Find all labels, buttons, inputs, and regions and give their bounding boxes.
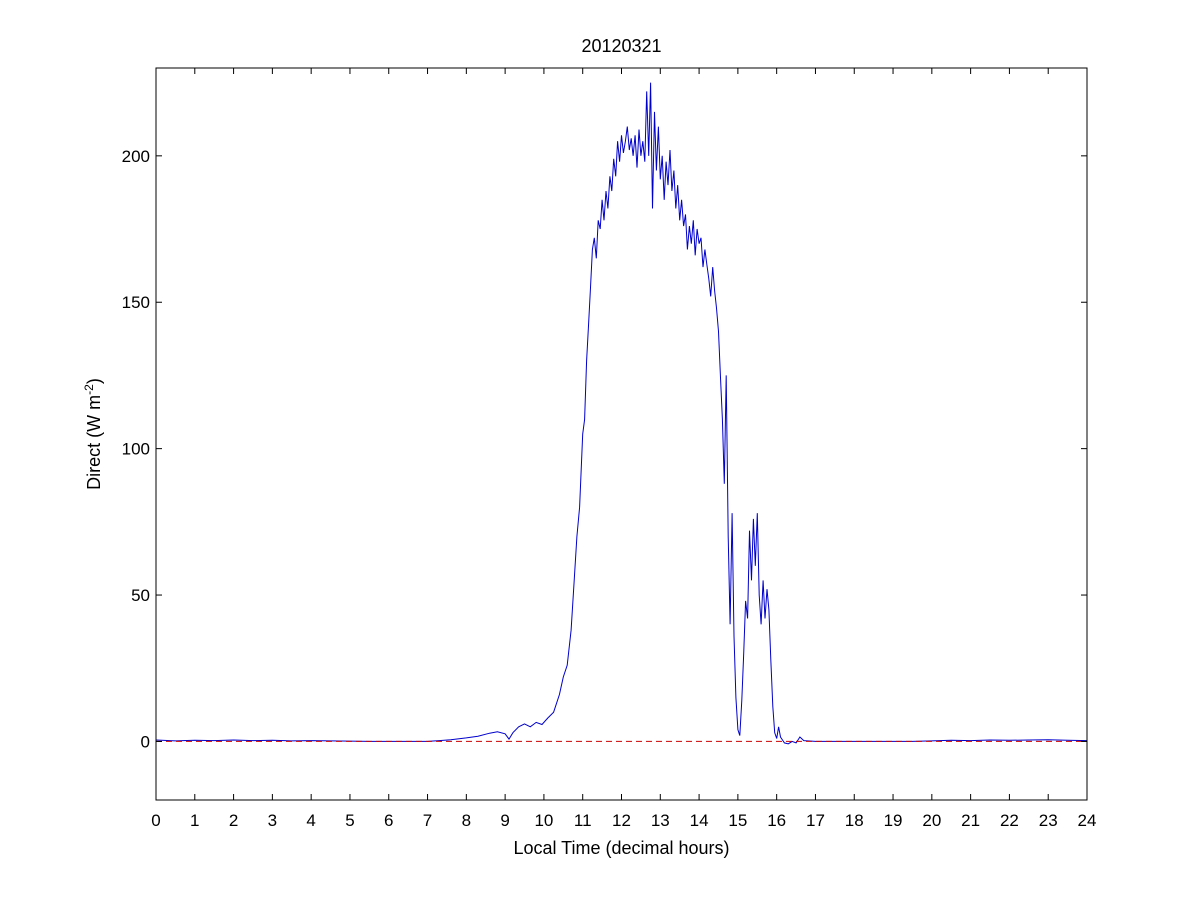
x-tick-label: 8 — [462, 811, 471, 830]
x-tick-label: 9 — [500, 811, 509, 830]
y-tick-label: 150 — [122, 293, 150, 312]
y-axis-label: Direct (W m-2) — [82, 378, 104, 490]
ticks-layer: 0 1 2 3 4 5 6 7 8 9 10 11 12 13 14 15 16 17 18 19 20 21 22 23 24… — [122, 68, 1097, 830]
plot-frame — [155, 67, 1088, 801]
direct-irradiance-line — [155, 82, 1088, 745]
x-tick-label: 10 — [534, 811, 553, 830]
x-axis-label: Local Time (decimal hours) — [513, 838, 729, 858]
y-tick-label: 50 — [131, 586, 150, 605]
y-axis-label-main: Direct (W m — [84, 395, 104, 490]
y-axis-label-superscript: -2 — [82, 384, 96, 395]
x-tick-label: 12 — [612, 811, 631, 830]
x-tick-label: 13 — [651, 811, 670, 830]
x-tick-label: 17 — [806, 811, 825, 830]
x-tick-label: 1 — [190, 811, 199, 830]
x-tick-label: 21 — [961, 811, 980, 830]
x-tick-label: 0 — [151, 811, 160, 830]
x-tick-label: 11 — [574, 811, 592, 830]
y-tick-label: 200 — [122, 147, 150, 166]
x-tick-label: 20 — [922, 811, 941, 830]
x-tick-label: 14 — [690, 811, 709, 830]
y-tick-label: 0 — [141, 732, 150, 751]
x-tick-label: 22 — [1000, 811, 1019, 830]
x-tick-label: 18 — [845, 811, 864, 830]
x-tick-label: 24 — [1078, 811, 1097, 830]
x-tick-label: 4 — [306, 811, 315, 830]
series-layer — [155, 82, 1088, 745]
x-tick-label: 19 — [884, 811, 903, 830]
x-tick-label: 7 — [423, 811, 432, 830]
x-tick-label: 3 — [268, 811, 277, 830]
y-axis-label-close: ) — [84, 378, 104, 384]
x-tick-label: 16 — [767, 811, 786, 830]
x-tick-label: 6 — [384, 811, 393, 830]
x-tick-label: 15 — [728, 811, 747, 830]
y-tick-label: 100 — [122, 440, 150, 459]
x-tick-label: 2 — [229, 811, 238, 830]
x-tick-label: 23 — [1039, 811, 1058, 830]
x-tick-label: 5 — [345, 811, 354, 830]
chart-title: 20120321 — [581, 36, 661, 56]
